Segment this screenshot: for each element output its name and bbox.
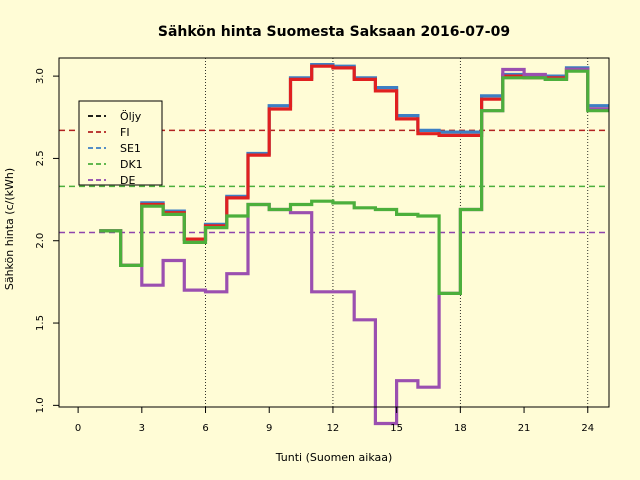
legend-label-dk1: DK1 xyxy=(120,158,143,171)
x-axis-label: Tunti (Suomen aikaa) xyxy=(275,451,393,464)
x-tick-label: 21 xyxy=(518,423,531,434)
y-axis-label: Sähkön hinta (c/(kWh) xyxy=(3,168,16,290)
chart-title: Sähkön hinta Suomesta Saksaan 2016-07-09 xyxy=(158,24,510,40)
x-tick-label: 12 xyxy=(327,423,340,434)
x-tick-label: 18 xyxy=(454,423,467,434)
series-line-de xyxy=(99,67,609,426)
legend-label-de: DE xyxy=(120,174,135,187)
legend-box xyxy=(78,100,163,186)
x-tick-label: 24 xyxy=(581,423,594,434)
legend: Öljy FI SE1 DK1 DE xyxy=(78,100,163,187)
plot-frame xyxy=(58,57,610,408)
y-tick-label: 1.5 xyxy=(35,315,46,331)
legend-label-öljy: Öljy xyxy=(120,110,142,123)
y-tick-label: 2.5 xyxy=(35,150,46,166)
x-tick-label: 15 xyxy=(390,423,403,434)
legend-label-fi: FI xyxy=(120,126,130,139)
x-tick-label: 0 xyxy=(75,423,81,434)
series-line-dk1 xyxy=(99,69,609,295)
legend-label-se1: SE1 xyxy=(120,142,141,155)
x-tick-label: 6 xyxy=(202,423,208,434)
x-tick-label: 9 xyxy=(266,423,272,434)
y-tick-label: 2.0 xyxy=(35,233,46,249)
y-tick-label: 3.0 xyxy=(35,68,46,84)
axes: 0 3 6 9 12 15 18 21 24 1.0 1.5 2.0 2.5 3.0 xyxy=(35,68,594,434)
y-tick-label: 1.0 xyxy=(35,397,46,413)
plot-area xyxy=(59,58,609,426)
x-tick-label: 3 xyxy=(139,423,145,434)
